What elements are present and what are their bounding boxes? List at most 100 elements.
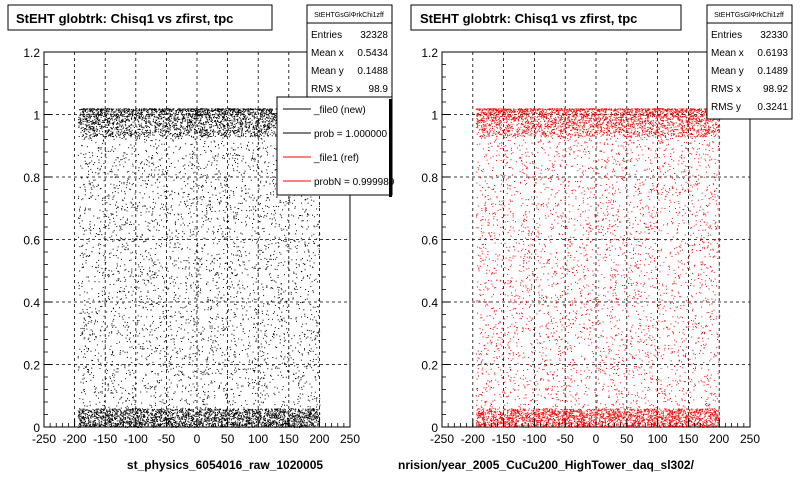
scatter-point xyxy=(82,110,84,112)
scatter-point xyxy=(175,223,176,225)
scatter-point xyxy=(126,222,128,224)
scatter-point xyxy=(168,175,170,177)
scatter-point xyxy=(124,111,125,113)
scatter-point xyxy=(229,197,231,199)
scatter-point xyxy=(215,194,217,196)
scatter-point xyxy=(262,115,263,117)
scatter-point xyxy=(124,118,126,120)
scatter-point xyxy=(98,363,100,365)
scatter-point xyxy=(313,408,315,409)
scatter-point xyxy=(182,407,184,409)
scatter-point xyxy=(190,108,192,110)
scatter-point xyxy=(141,355,143,357)
scatter-point xyxy=(259,346,261,348)
scatter-point xyxy=(157,302,158,304)
scatter-point xyxy=(225,206,227,208)
scatter-point xyxy=(247,318,249,320)
scatter-point xyxy=(107,274,109,276)
scatter-point xyxy=(228,175,230,177)
scatter-point xyxy=(164,316,166,318)
scatter-point xyxy=(313,365,315,367)
scatter-point xyxy=(159,112,161,114)
scatter-point xyxy=(261,155,263,157)
scatter-point xyxy=(203,399,205,400)
scatter-point xyxy=(192,383,194,385)
scatter-point xyxy=(197,307,199,309)
scatter-point xyxy=(138,201,140,203)
scatter-point xyxy=(312,331,314,333)
scatter-point xyxy=(165,126,166,128)
scatter-point xyxy=(242,298,244,300)
scatter-point xyxy=(256,116,258,118)
scatter-point xyxy=(292,280,294,282)
scatter-point xyxy=(261,394,263,396)
scatter-point xyxy=(225,201,227,203)
scatter-point xyxy=(267,166,269,167)
scatter-point xyxy=(88,349,89,351)
scatter-point xyxy=(258,127,260,129)
scatter-point xyxy=(166,113,168,114)
scatter-point xyxy=(102,294,103,296)
scatter-point xyxy=(188,114,190,116)
scatter-point xyxy=(108,269,110,271)
scatter-point xyxy=(256,322,258,324)
scatter-point xyxy=(309,274,311,276)
scatter-point xyxy=(94,136,96,137)
scatter-point xyxy=(120,407,122,409)
scatter-point xyxy=(113,150,115,152)
scatter-point xyxy=(304,299,306,301)
scatter-point xyxy=(214,125,216,127)
scatter-point xyxy=(108,296,110,298)
scatter-point xyxy=(91,334,93,336)
scatter-point xyxy=(109,108,111,110)
scatter-point xyxy=(228,360,230,362)
scatter-point xyxy=(266,215,268,217)
scatter-point xyxy=(100,221,102,223)
scatter-point xyxy=(158,304,160,305)
scatter-point xyxy=(139,137,140,139)
scatter-point xyxy=(283,362,285,364)
scatter-point xyxy=(182,373,184,375)
left-panel: StEHT globtrk: Chisq1 vs zfirst, tpc -25… xyxy=(7,4,395,472)
scatter-point xyxy=(78,369,80,371)
scatter-point xyxy=(304,382,306,384)
scatter-point xyxy=(207,395,209,397)
scatter-point xyxy=(144,139,146,140)
scatter-point xyxy=(236,273,238,275)
scatter-point xyxy=(227,247,229,249)
scatter-point xyxy=(104,224,105,226)
scatter-point xyxy=(262,251,264,253)
scatter-point xyxy=(92,246,94,248)
scatter-point xyxy=(112,231,114,233)
scatter-point xyxy=(318,361,320,363)
scatter-point xyxy=(275,120,277,122)
scatter-point xyxy=(103,321,104,323)
scatter-point xyxy=(219,263,221,265)
scatter-point xyxy=(241,305,243,307)
scatter-point xyxy=(209,203,211,205)
scatter-point xyxy=(214,187,216,188)
scatter-point xyxy=(157,288,159,289)
scatter-point xyxy=(259,236,261,238)
scatter-point xyxy=(243,407,245,409)
scatter-point xyxy=(136,132,138,134)
scatter-point xyxy=(81,282,83,284)
scatter-point xyxy=(215,108,217,110)
scatter-point xyxy=(185,260,187,261)
scatter-point xyxy=(189,153,191,155)
scatter-point xyxy=(128,392,130,394)
scatter-point xyxy=(106,301,108,302)
scatter-point xyxy=(265,132,267,134)
scatter-point xyxy=(82,267,84,268)
scatter-point xyxy=(191,168,193,169)
scatter-point xyxy=(242,135,244,137)
scatter-point xyxy=(214,257,216,259)
scatter-point xyxy=(126,116,128,118)
scatter-point xyxy=(153,226,155,228)
scatter-point xyxy=(126,180,128,182)
scatter-point xyxy=(225,384,227,386)
scatter-point xyxy=(180,316,182,318)
scatter-point xyxy=(305,323,307,325)
scatter-point xyxy=(144,193,146,195)
scatter-point xyxy=(256,199,258,201)
